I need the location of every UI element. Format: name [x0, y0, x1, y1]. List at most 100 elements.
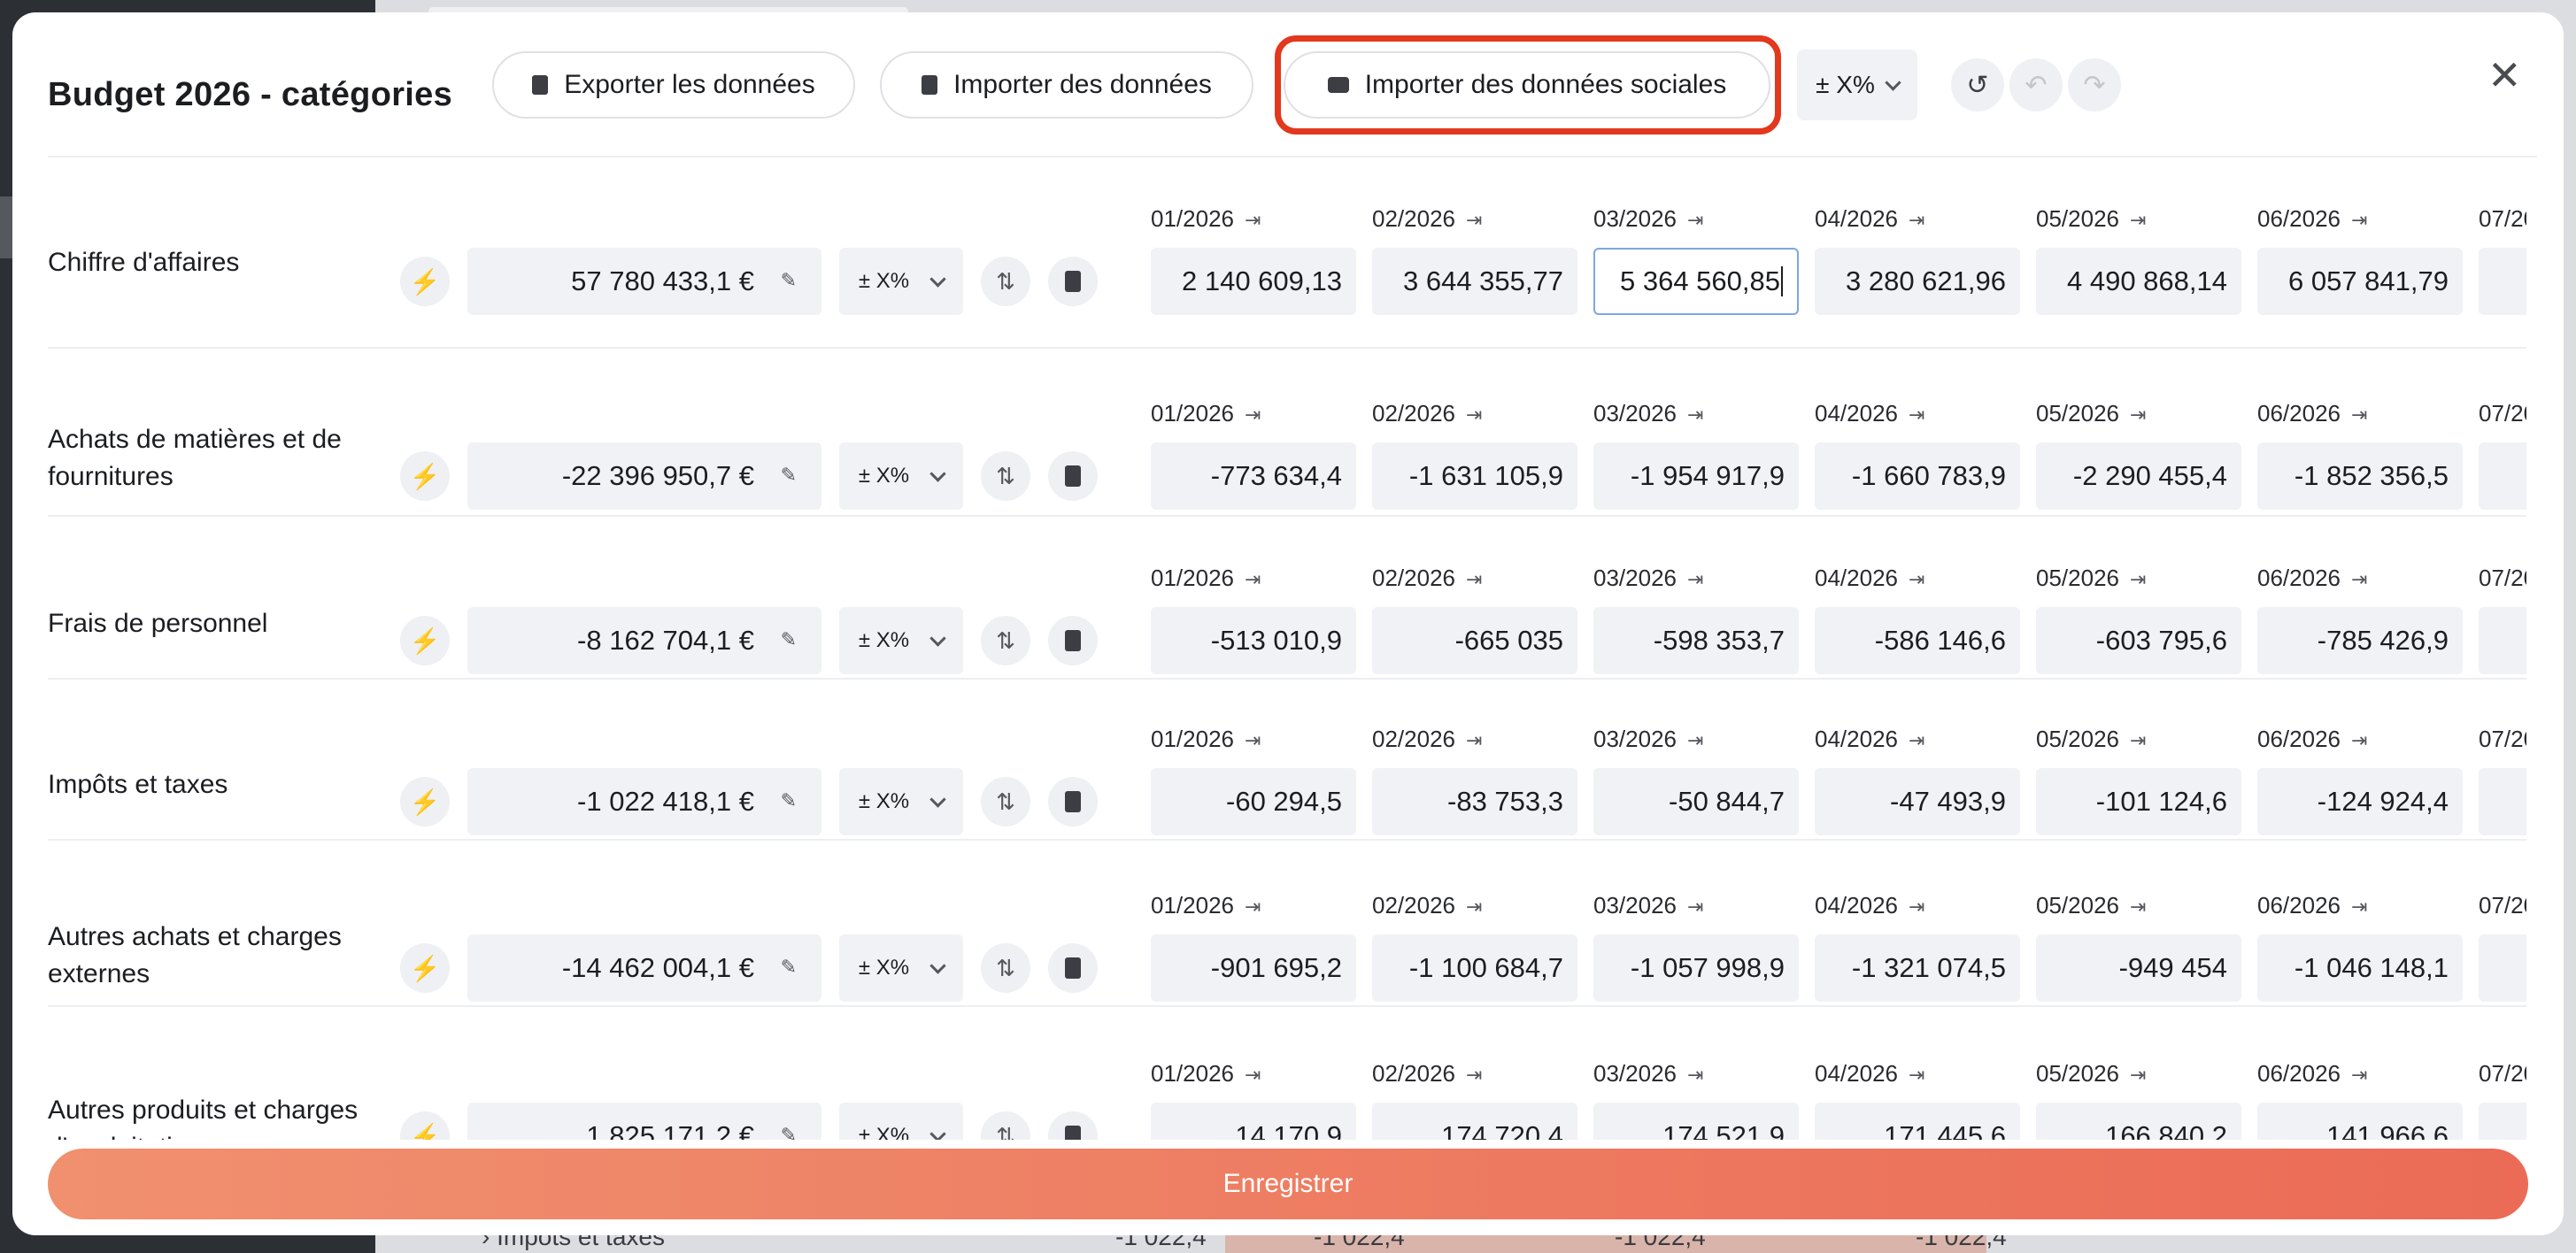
fill-right-icon[interactable]: ⇥ — [1244, 896, 1261, 918]
month-value-input[interactable]: -124 924,4 — [2257, 768, 2463, 835]
auto-fill-button[interactable]: ⚡ — [400, 1111, 450, 1140]
import-social-data-button[interactable]: Importer des données sociales — [1284, 51, 1770, 119]
fill-right-icon[interactable]: ⇥ — [1908, 729, 1925, 751]
clipboard-button[interactable] — [1048, 1111, 1098, 1140]
export-data-button[interactable]: Exporter les données — [492, 51, 855, 119]
fill-right-icon[interactable]: ⇥ — [1244, 209, 1261, 231]
percent-dropdown[interactable]: ± X% — [839, 248, 963, 315]
auto-fill-button[interactable]: ⚡ — [400, 451, 450, 501]
month-value-input[interactable]: -785 426,9 — [2257, 607, 2463, 674]
month-value-input[interactable]: -586 146,6 — [1815, 607, 2020, 674]
month-value-input[interactable]: 5 — [2479, 248, 2526, 315]
month-value-input[interactable]: 4 490 868,14 — [2036, 248, 2241, 315]
month-value-input[interactable]: 2 140 609,13 — [1151, 248, 1356, 315]
clipboard-button[interactable] — [1048, 451, 1098, 501]
sort-button[interactable]: ⇅ — [981, 257, 1030, 306]
category-total-field[interactable]: -8 162 704,1 € ✎ — [467, 607, 821, 674]
month-value-input[interactable]: -773 634,4 — [1151, 442, 1356, 510]
close-icon[interactable]: ✕ — [2487, 52, 2522, 98]
clipboard-button[interactable] — [1048, 616, 1098, 665]
month-value-input[interactable]: 3 644 355,77 — [1372, 248, 1577, 315]
month-value-input[interactable]: -2 290 455,4 — [2036, 442, 2241, 510]
pencil-icon[interactable]: ✎ — [780, 1124, 797, 1140]
fill-right-icon[interactable]: ⇥ — [2129, 896, 2147, 918]
history-button[interactable]: ↺ — [1951, 58, 2004, 111]
month-value-input[interactable]: 141 966,6 — [2257, 1103, 2463, 1140]
fill-right-icon[interactable]: ⇥ — [1686, 404, 1704, 426]
fill-right-icon[interactable]: ⇥ — [2129, 1064, 2147, 1086]
month-value-input[interactable]: 3 280 621,96 — [1815, 248, 2020, 315]
month-value-input[interactable]: -83 753,3 — [1372, 768, 1577, 835]
percent-dropdown[interactable]: ± X% — [839, 768, 963, 835]
fill-right-icon[interactable]: ⇥ — [1465, 896, 1483, 918]
sort-button[interactable]: ⇅ — [981, 451, 1030, 501]
pencil-icon[interactable]: ✎ — [780, 789, 797, 811]
fill-right-icon[interactable]: ⇥ — [2129, 568, 2147, 590]
fill-right-icon[interactable]: ⇥ — [2350, 404, 2368, 426]
fill-right-icon[interactable]: ⇥ — [2350, 568, 2368, 590]
fill-right-icon[interactable]: ⇥ — [1686, 568, 1704, 590]
fill-right-icon[interactable]: ⇥ — [2129, 729, 2147, 751]
percent-dropdown[interactable]: ± X% — [839, 934, 963, 1002]
sort-button[interactable]: ⇅ — [981, 943, 1030, 993]
fill-right-icon[interactable]: ⇥ — [1686, 209, 1704, 231]
month-value-input[interactable]: -60 294,5 — [1151, 768, 1356, 835]
fill-right-icon[interactable]: ⇥ — [1908, 404, 1925, 426]
sort-button[interactable]: ⇅ — [981, 616, 1030, 665]
month-value-input[interactable]: -1 321 074,5 — [1815, 934, 2020, 1002]
fill-right-icon[interactable]: ⇥ — [1244, 568, 1261, 590]
month-value-input[interactable]: -1 100 684,7 — [1372, 934, 1577, 1002]
auto-fill-button[interactable]: ⚡ — [400, 616, 450, 665]
month-value-input[interactable] — [2479, 768, 2526, 835]
month-value-input[interactable]: -901 695,2 — [1151, 934, 1356, 1002]
month-value-input[interactable]: 6 057 841,79 — [2257, 248, 2463, 315]
month-value-input[interactable]: -513 010,9 — [1151, 607, 1356, 674]
pencil-icon[interactable]: ✎ — [780, 956, 797, 978]
fill-right-icon[interactable]: ⇥ — [2350, 729, 2368, 751]
fill-right-icon[interactable]: ⇥ — [1465, 568, 1483, 590]
pencil-icon[interactable]: ✎ — [780, 464, 797, 486]
fill-right-icon[interactable]: ⇥ — [2129, 404, 2147, 426]
month-value-input[interactable]: 166 840,2 — [2036, 1103, 2241, 1140]
fill-right-icon[interactable]: ⇥ — [1686, 1064, 1704, 1086]
auto-fill-button[interactable]: ⚡ — [400, 777, 450, 826]
fill-right-icon[interactable]: ⇥ — [1465, 1064, 1483, 1086]
month-value-input[interactable]: 174 720,4 — [1372, 1103, 1577, 1140]
fill-right-icon[interactable]: ⇥ — [1244, 1064, 1261, 1086]
fill-right-icon[interactable]: ⇥ — [1244, 729, 1261, 751]
sort-button[interactable]: ⇅ — [981, 777, 1030, 826]
category-total-field[interactable]: -14 462 004,1 € ✎ — [467, 934, 821, 1002]
save-button[interactable]: Enregistrer — [48, 1149, 2528, 1219]
month-value-input[interactable]: -1 057 998,9 — [1593, 934, 1799, 1002]
global-percent-dropdown[interactable]: ± X% — [1797, 50, 1917, 120]
month-value-input[interactable]: -1 954 917,9 — [1593, 442, 1799, 510]
fill-right-icon[interactable]: ⇥ — [1244, 404, 1261, 426]
month-value-input[interactable] — [2479, 1103, 2526, 1140]
pencil-icon[interactable]: ✎ — [780, 269, 797, 291]
fill-right-icon[interactable]: ⇥ — [1465, 404, 1483, 426]
month-value-input[interactable]: -50 844,7 — [1593, 768, 1799, 835]
category-total-field[interactable]: 57 780 433,1 € ✎ — [467, 248, 821, 315]
month-value-input[interactable]: -1 631 105,9 — [1372, 442, 1577, 510]
fill-right-icon[interactable]: ⇥ — [1908, 1064, 1925, 1086]
auto-fill-button[interactable]: ⚡ — [400, 943, 450, 993]
import-data-button[interactable]: Importer des données — [880, 51, 1253, 119]
month-value-input[interactable]: -101 124,6 — [2036, 768, 2241, 835]
month-value-input[interactable]: -603 795,6 — [2036, 607, 2241, 674]
month-value-input[interactable]: -949 454 — [2036, 934, 2241, 1002]
month-value-input[interactable]: 171 445,6 — [1815, 1103, 2020, 1140]
fill-right-icon[interactable]: ⇥ — [1908, 896, 1925, 918]
category-total-field[interactable]: -22 396 950,7 € ✎ — [467, 442, 821, 510]
fill-right-icon[interactable]: ⇥ — [1686, 729, 1704, 751]
fill-right-icon[interactable]: ⇥ — [2350, 209, 2368, 231]
fill-right-icon[interactable]: ⇥ — [1908, 568, 1925, 590]
month-value-input[interactable] — [2479, 607, 2526, 674]
month-value-input[interactable]: -1 046 148,1 — [2257, 934, 2463, 1002]
percent-dropdown[interactable]: ± X% — [839, 442, 963, 510]
month-value-input[interactable]: -665 035 — [1372, 607, 1577, 674]
clipboard-button[interactable] — [1048, 943, 1098, 993]
clipboard-button[interactable] — [1048, 257, 1098, 306]
month-value-input[interactable]: -1 660 783,9 — [1815, 442, 2020, 510]
month-value-input[interactable]: 174 521,9 — [1593, 1103, 1799, 1140]
pencil-icon[interactable]: ✎ — [780, 628, 797, 650]
